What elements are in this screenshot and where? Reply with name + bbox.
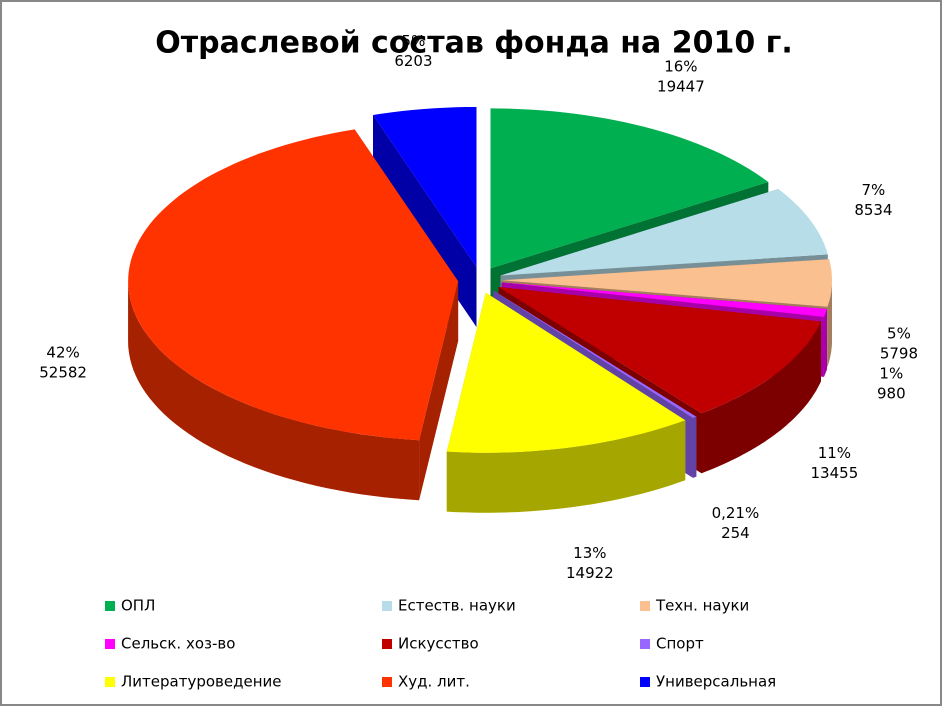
data-label-percent: 42% xyxy=(46,344,79,362)
slice xyxy=(501,282,827,317)
slice-edge-shade xyxy=(419,281,459,501)
data-label-percent: 0,21% xyxy=(712,504,760,522)
data-label-value: 5798 xyxy=(880,345,918,363)
data-label-value: 6203 xyxy=(394,52,432,70)
slice xyxy=(373,107,477,267)
slice xyxy=(502,259,832,307)
slice xyxy=(493,290,697,418)
slice xyxy=(500,189,828,276)
legend-label: Сельск. хоз-во xyxy=(121,635,235,653)
slice xyxy=(128,129,459,441)
legend-label: Техн. науки xyxy=(655,597,749,615)
legend-swatch xyxy=(640,639,650,649)
legend-swatch xyxy=(640,677,650,687)
legend-label: Спорт xyxy=(656,635,704,653)
legend-label: Искусство xyxy=(398,635,479,653)
data-label-value: 14922 xyxy=(566,564,614,582)
slice-side-shade xyxy=(701,321,821,474)
chart-title: Отраслевой состав фонда на 2010 г. xyxy=(155,26,792,61)
slice-side xyxy=(446,420,686,513)
slice xyxy=(490,108,769,269)
data-label-percent: 7% xyxy=(862,181,886,199)
slice-side xyxy=(692,416,697,478)
legend-swatch xyxy=(382,639,392,649)
data-label-percent: 16% xyxy=(664,57,697,75)
data-label-percent: 5% xyxy=(887,325,911,343)
slice-edge xyxy=(419,281,459,501)
data-label-percent: 11% xyxy=(818,444,851,462)
slice xyxy=(446,292,686,453)
data-label-percent: 13% xyxy=(573,544,606,562)
data-label-value: 13455 xyxy=(811,464,859,482)
slice-side xyxy=(827,280,832,367)
legend-label: ОПЛ xyxy=(121,597,155,615)
legend-swatch xyxy=(105,601,115,611)
data-label-value: 8534 xyxy=(854,201,892,219)
legend-swatch xyxy=(382,601,392,611)
legend-label: Естеств. науки xyxy=(398,597,516,615)
legend-swatch xyxy=(382,677,392,687)
slice-side-shade xyxy=(446,420,686,513)
slice-side-shade xyxy=(827,280,832,367)
slice-side-shade xyxy=(692,416,697,478)
legend-label: Худ. лит. xyxy=(398,673,470,691)
legend-label: Универсальная xyxy=(656,673,776,691)
slice-side-shade xyxy=(128,281,420,501)
data-label-value: 980 xyxy=(877,385,906,403)
legend-label: Литературоведение xyxy=(121,673,281,691)
slice-side xyxy=(701,321,821,474)
data-label-value: 19447 xyxy=(657,77,705,95)
data-label-value: 52582 xyxy=(39,364,87,382)
data-label-percent: 5% xyxy=(402,32,426,50)
data-label-percent: 1% xyxy=(879,365,903,383)
slice-side xyxy=(128,281,420,501)
legend-swatch xyxy=(105,639,115,649)
slice-side-shade xyxy=(823,309,827,377)
slice xyxy=(498,287,821,414)
legend-swatch xyxy=(105,677,115,687)
data-label-value: 254 xyxy=(721,524,750,542)
slice-side xyxy=(823,309,827,377)
legend-swatch xyxy=(640,601,650,611)
